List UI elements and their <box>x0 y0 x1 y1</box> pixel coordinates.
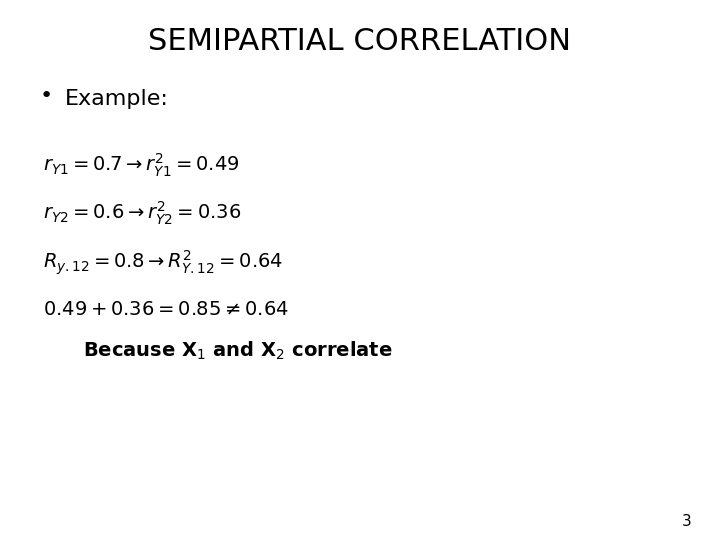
Text: 3: 3 <box>681 514 691 529</box>
Text: Example:: Example: <box>65 89 168 109</box>
Text: $0.49 + 0.36 = 0.85 \neq 0.64$: $0.49 + 0.36 = 0.85 \neq 0.64$ <box>43 300 289 319</box>
Text: SEMIPARTIAL CORRELATION: SEMIPARTIAL CORRELATION <box>148 27 572 56</box>
Text: $r_{Y1} = 0.7 \rightarrow r_{Y1}^{2} = 0.49$: $r_{Y1} = 0.7 \rightarrow r_{Y1}^{2} = 0… <box>43 151 240 179</box>
Text: $R_{y.12} = 0.8 \rightarrow R_{Y.12}^{2} = 0.64$: $R_{y.12} = 0.8 \rightarrow R_{Y.12}^{2}… <box>43 248 283 277</box>
Text: Because X$_1$ and X$_2$ correlate: Because X$_1$ and X$_2$ correlate <box>83 340 392 362</box>
Text: $r_{Y2} = 0.6 \rightarrow r_{Y2}^{2} = 0.36$: $r_{Y2} = 0.6 \rightarrow r_{Y2}^{2} = 0… <box>43 200 241 227</box>
Text: •: • <box>40 86 53 106</box>
